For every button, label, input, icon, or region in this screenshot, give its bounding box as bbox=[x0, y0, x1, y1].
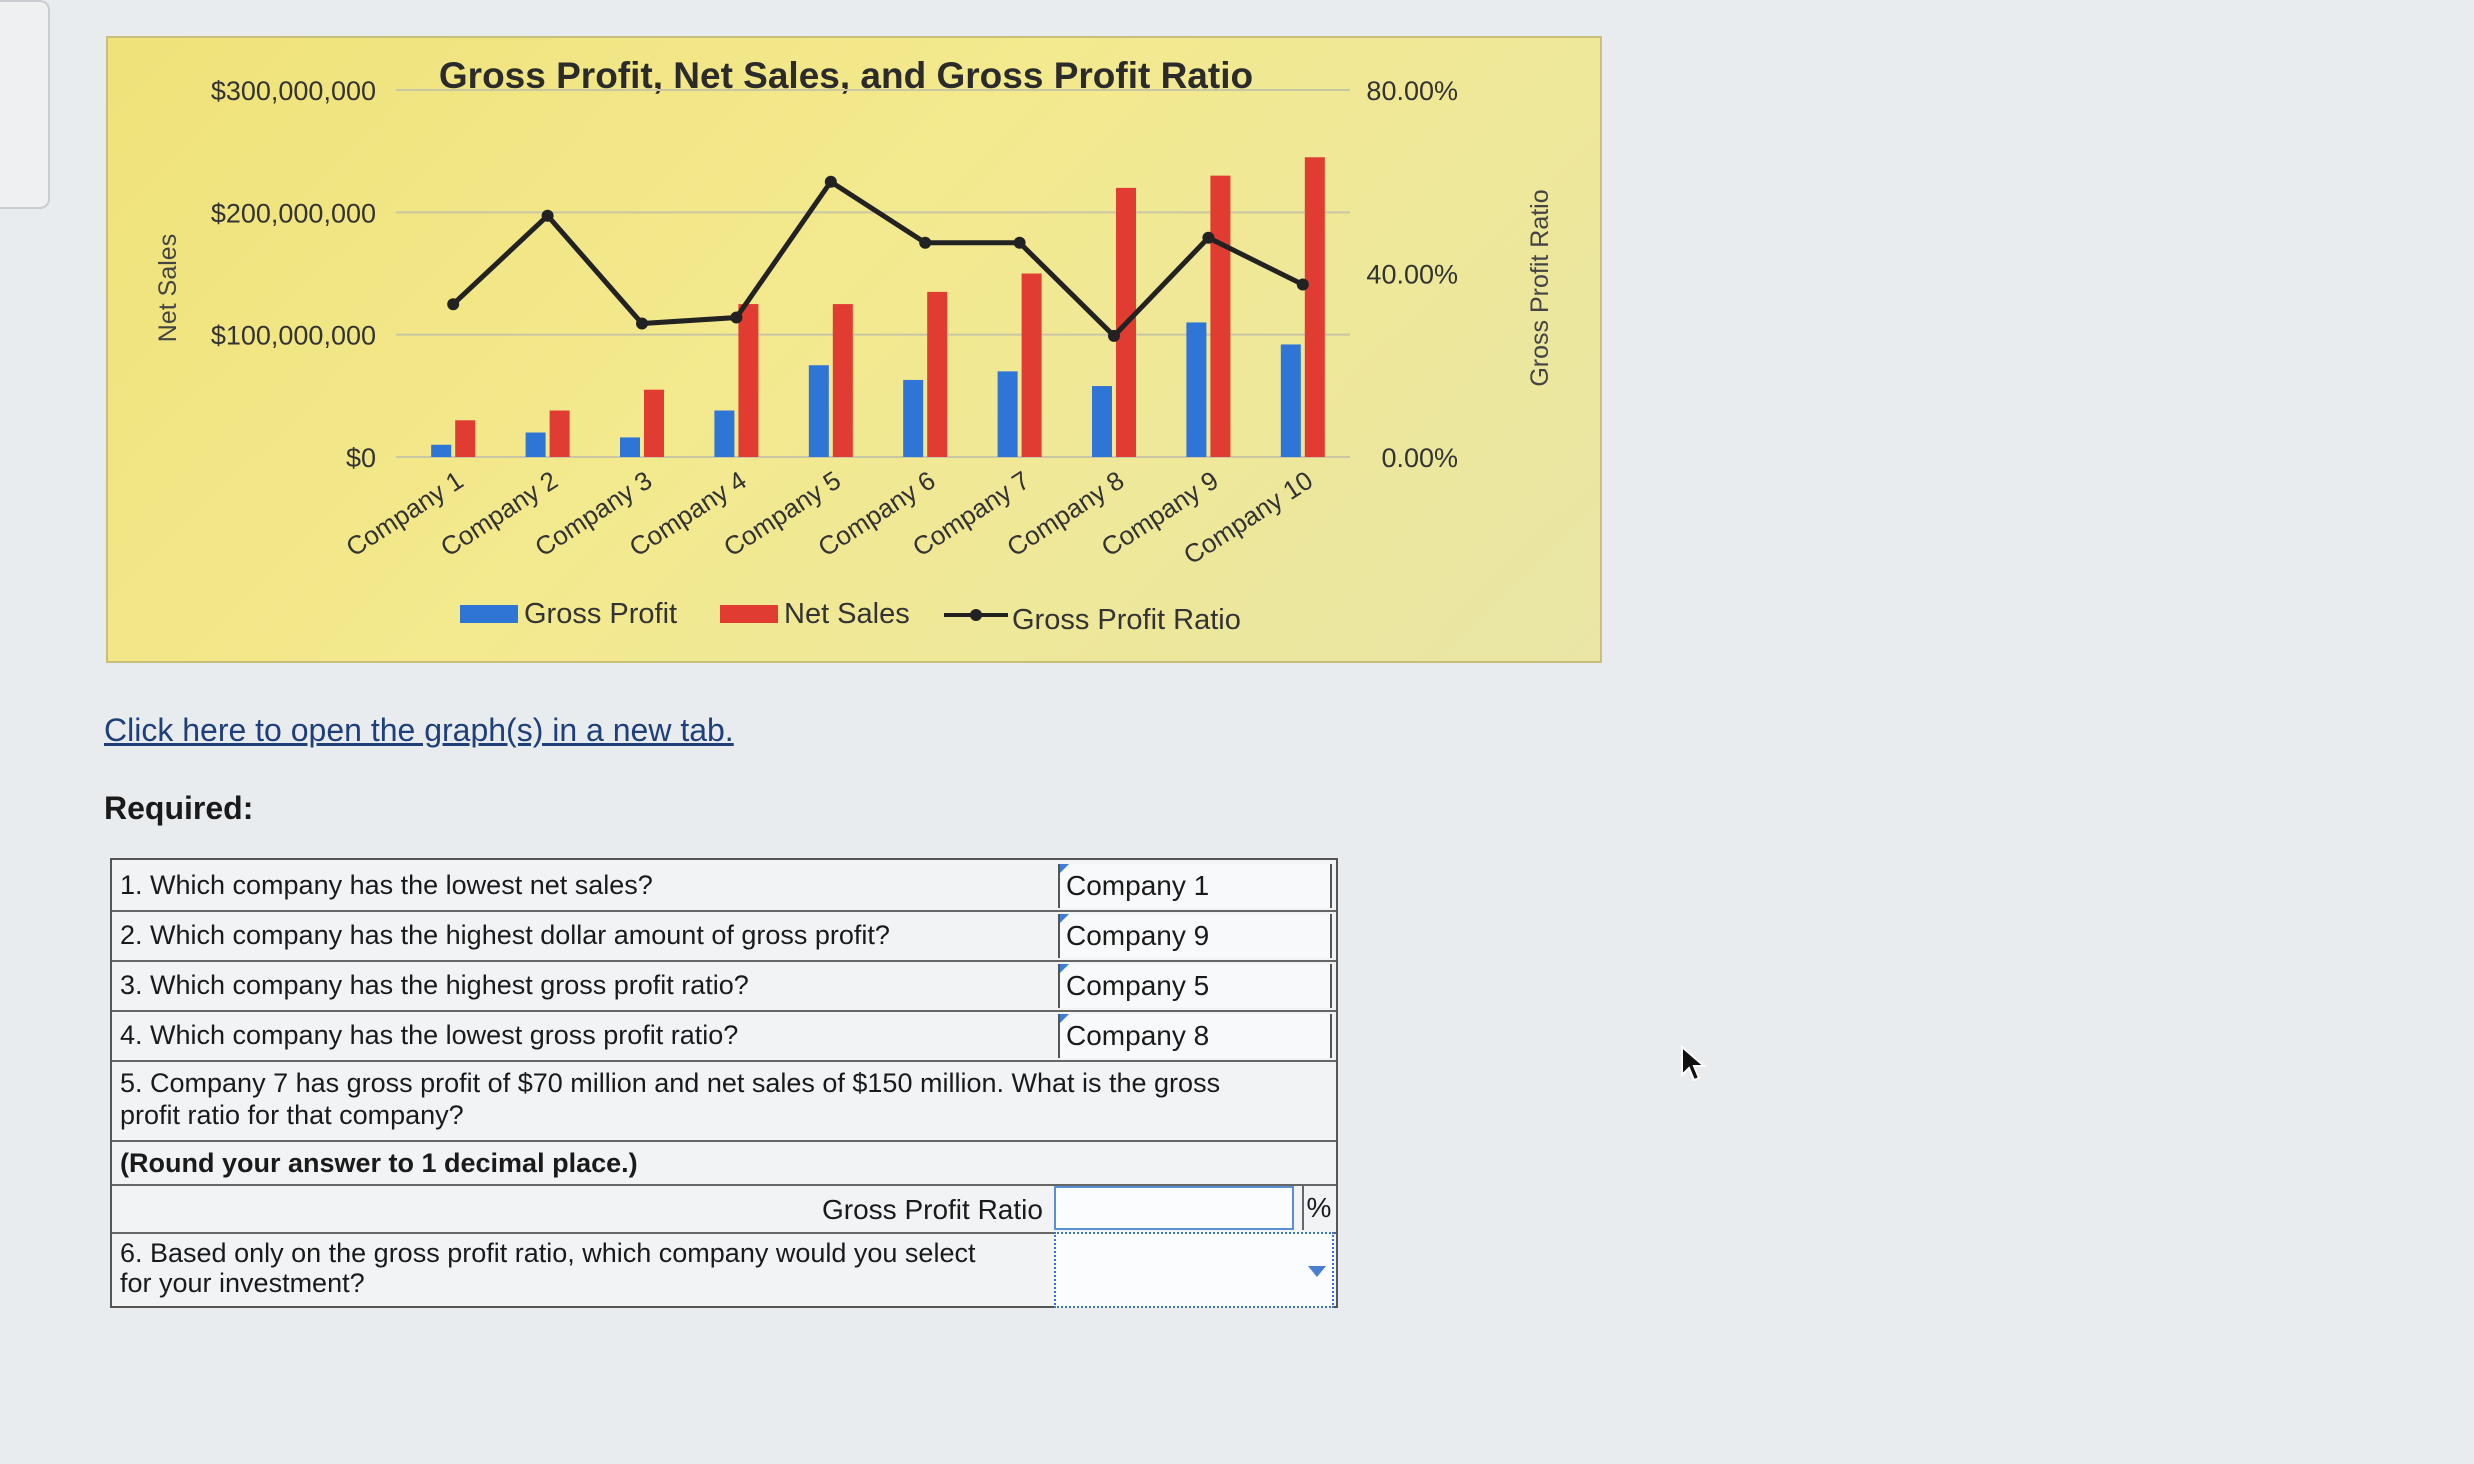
question-row: 1. Which company has the lowest net sale… bbox=[112, 860, 1336, 912]
page-edge bbox=[0, 0, 50, 209]
open-graph-link[interactable]: Click here to open the graph(s) in a new… bbox=[104, 712, 734, 748]
question-text: 3. Which company has the highest gross p… bbox=[120, 970, 749, 1000]
question-row: 2. Which company has the highest dollar … bbox=[112, 910, 1336, 962]
bar-gross-profit bbox=[808, 365, 829, 457]
bar-gross-profit bbox=[431, 444, 452, 457]
gpr-row: Gross Profit Ratio % bbox=[112, 1184, 1336, 1234]
y-tick-label: $0 bbox=[346, 443, 376, 473]
bar-gross-profit bbox=[1186, 322, 1207, 457]
gross-profit-ratio-input[interactable] bbox=[1054, 1186, 1294, 1230]
bar-gross-profit bbox=[997, 371, 1018, 457]
bar-net-sales bbox=[549, 410, 570, 457]
round-note: (Round your answer to 1 decimal place.) bbox=[120, 1148, 638, 1178]
ratio-point bbox=[1296, 278, 1309, 291]
y-tick-label: $200,000,000 bbox=[211, 198, 376, 228]
question-row: 5. Company 7 has gross profit of $70 mil… bbox=[112, 1060, 1336, 1142]
bar-net-sales bbox=[832, 304, 853, 457]
y2-tick-label: 0.00% bbox=[1381, 443, 1458, 473]
legend-label-ratio: Gross Profit Ratio bbox=[1012, 604, 1241, 636]
question-text: 5. Company 7 has gross profit of $70 mil… bbox=[120, 1068, 1221, 1098]
bar-gross-profit bbox=[714, 410, 735, 457]
answer-select-1[interactable]: Company 1 bbox=[1058, 864, 1332, 908]
bar-net-sales bbox=[1210, 175, 1231, 457]
answer-select-4[interactable]: Company 8 bbox=[1058, 1014, 1332, 1058]
company-select-dropdown[interactable] bbox=[1054, 1232, 1334, 1308]
ratio-point bbox=[730, 311, 743, 324]
legend-label-net-sales: Net Sales bbox=[784, 598, 910, 630]
bar-net-sales bbox=[1304, 157, 1325, 457]
ratio-point bbox=[1202, 231, 1215, 244]
question-row: 4. Which company has the lowest gross pr… bbox=[112, 1010, 1336, 1062]
ratio-point bbox=[1108, 329, 1120, 342]
ratio-point bbox=[824, 175, 837, 188]
bar-net-sales bbox=[927, 291, 948, 457]
bar-gross-profit bbox=[903, 379, 924, 457]
question-text: 4. Which company has the lowest gross pr… bbox=[120, 1020, 739, 1050]
legend-label-gross-profit: Gross Profit bbox=[524, 598, 677, 630]
legend-swatch-ratio-marker bbox=[970, 609, 982, 621]
bar-gross-profit bbox=[1280, 344, 1301, 457]
bar-net-sales bbox=[644, 389, 664, 457]
bar-gross-profit bbox=[620, 437, 640, 457]
gross-profit-ratio-line bbox=[451, 178, 1304, 340]
round-note-row: (Round your answer to 1 decimal place.) bbox=[112, 1140, 1336, 1186]
question-row: 3. Which company has the highest gross p… bbox=[112, 960, 1336, 1012]
question-text: 1. Which company has the lowest net sale… bbox=[120, 870, 653, 900]
y2-axis-title: Gross Profit Ratio bbox=[1526, 189, 1554, 386]
percent-sign: % bbox=[1302, 1186, 1334, 1230]
required-heading: Required: bbox=[104, 790, 254, 826]
bar-gross-profit bbox=[525, 432, 546, 457]
legend-swatch-net-sales bbox=[720, 605, 778, 623]
questions-table: 1. Which company has the lowest net sale… bbox=[110, 858, 1338, 1308]
ratio-point bbox=[919, 236, 932, 249]
chevron-down-icon[interactable] bbox=[1308, 1266, 1326, 1277]
ratio-point bbox=[1013, 236, 1026, 249]
ratio-point bbox=[541, 209, 554, 222]
question-row: 6. Based only on the gross profit ratio,… bbox=[112, 1232, 1336, 1308]
answer-select-3[interactable]: Company 5 bbox=[1058, 964, 1332, 1008]
question-text: profit ratio for that company? bbox=[120, 1100, 464, 1130]
y2-tick-label: 80.00% bbox=[1366, 76, 1458, 106]
question-text: for your investment? bbox=[120, 1268, 365, 1298]
y2-tick-label: 40.00% bbox=[1366, 260, 1458, 290]
ratio-point bbox=[636, 317, 648, 330]
ratio-point bbox=[447, 298, 460, 311]
chart-panel: Gross Profit, Net Sales, and Gross Profi… bbox=[106, 36, 1602, 663]
question-text: 6. Based only on the gross profit ratio,… bbox=[120, 1238, 976, 1268]
y-tick-label: $100,000,000 bbox=[211, 321, 376, 351]
question-text: 2. Which company has the highest dollar … bbox=[120, 920, 890, 950]
legend-swatch-gross-profit bbox=[460, 605, 518, 623]
gross-profit-ratio-label: Gross Profit Ratio bbox=[822, 1194, 1043, 1225]
bar-gross-profit bbox=[1092, 386, 1112, 457]
chart-svg: Gross Profit, Net Sales, and Gross Profi… bbox=[154, 55, 1554, 636]
bar-net-sales bbox=[455, 420, 476, 457]
bar-net-sales bbox=[738, 304, 759, 457]
bar-net-sales bbox=[1021, 273, 1042, 457]
y-tick-label: $300,000,000 bbox=[211, 76, 376, 106]
mouse-cursor-icon bbox=[1681, 1045, 1707, 1082]
y-axis-title: Net Sales bbox=[154, 234, 182, 342]
answer-select-2[interactable]: Company 9 bbox=[1058, 914, 1332, 958]
